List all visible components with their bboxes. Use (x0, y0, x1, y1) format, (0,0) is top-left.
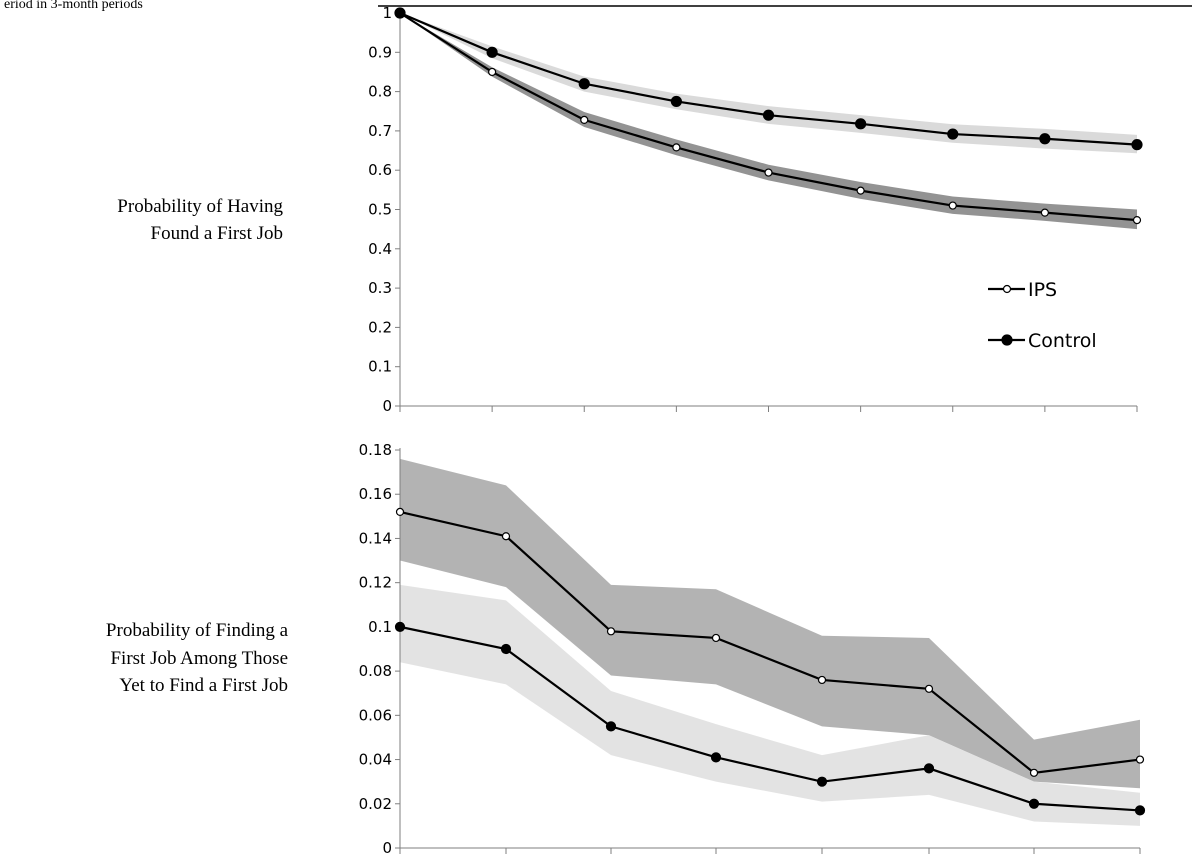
y-tick-label: 0.04 (359, 751, 392, 769)
data-point-ips (395, 507, 405, 517)
y-tick-label: 0.6 (368, 161, 392, 179)
y-tick-label: 1 (382, 4, 392, 22)
y-axis-label: Probability of Having Found a First Job (117, 196, 283, 244)
data-point-control (1134, 805, 1146, 816)
data-point-control (394, 7, 406, 19)
y-axis-label-line: Found a First Job (151, 223, 284, 244)
y-tick-label: 0.06 (359, 706, 392, 724)
data-point-ips (856, 186, 865, 195)
data-point-control (670, 95, 682, 108)
data-point-control (816, 776, 828, 787)
y-axis-label-line: Probability of Finding a (106, 620, 289, 641)
data-point-control (394, 621, 406, 632)
chart-panel-bottom: Probability of Finding a First Job Among … (106, 441, 1146, 854)
data-point-control (947, 128, 959, 140)
data-point-control (605, 721, 617, 732)
data-point-ips (817, 675, 827, 685)
data-point-ips (764, 168, 773, 177)
data-point-control (762, 109, 775, 121)
series-lines (399, 510, 1141, 812)
y-tick-label: 0.8 (368, 83, 392, 101)
series-line-ips (399, 510, 1141, 774)
legend-label-ips: IPS (1028, 279, 1057, 301)
y-tick-label: 0.5 (368, 201, 392, 219)
y-axis-label: Probability of Finding a First Job Among … (106, 620, 289, 696)
series-markers (394, 507, 1146, 816)
data-point-control (1131, 139, 1143, 151)
axes: 0 0.1 0.2 0.3 0.4 0.5 0.6 0.7 0.8 0.9 1 (368, 4, 1138, 415)
legend: IPS Control (988, 279, 1097, 352)
y-tick-label: 0.08 (359, 662, 392, 680)
y-tick-label: 0.2 (368, 318, 392, 336)
data-point-control (855, 118, 867, 130)
data-point-ips (924, 684, 934, 693)
y-tick-label: 0.4 (368, 240, 392, 258)
y-axis-label-line: First Job Among Those (110, 648, 288, 669)
data-point-ips (606, 627, 616, 636)
data-point-ips (1040, 208, 1049, 217)
y-tick-label: 0.9 (368, 43, 392, 61)
data-point-ips (501, 532, 511, 541)
data-point-control (486, 46, 498, 58)
data-point-ips (948, 201, 957, 210)
y-tick-label: 0.7 (368, 122, 392, 140)
y-tick-label: 0.12 (359, 574, 392, 592)
y-tick-label: 0.16 (359, 485, 392, 503)
data-point-ips (672, 143, 681, 152)
y-axis-label-line: Probability of Having (117, 196, 283, 217)
data-point-ips (711, 633, 721, 643)
y-tick-label: 0 (382, 839, 392, 854)
y-tick-label: 0.1 (368, 358, 392, 376)
legend-label-control: Control (1028, 330, 1097, 352)
data-point-control (578, 78, 590, 90)
confidence-band-ips (400, 458, 1140, 789)
data-point-control (710, 752, 722, 763)
header-fragment: eriod in 3-month periods (4, 0, 143, 12)
y-axis-label-line: Yet to Find a First Job (119, 675, 288, 696)
legend-marker-ips (1002, 284, 1012, 294)
confidence-band-ips (400, 13, 1137, 230)
y-tick-label: 0.18 (359, 441, 392, 459)
data-point-control (500, 643, 512, 655)
confidence-bands (400, 13, 1137, 230)
data-point-ips (1135, 755, 1145, 764)
data-point-control (1028, 798, 1040, 809)
y-tick-label: 0.1 (368, 618, 392, 636)
data-point-ips (1029, 768, 1039, 777)
data-point-control (1039, 133, 1051, 145)
y-tick-label: 0.3 (368, 279, 392, 297)
y-tick-label: 0.14 (359, 529, 392, 547)
y-tick-label: 0.02 (359, 795, 392, 813)
data-point-ips (1132, 216, 1142, 225)
legend-marker-control (1001, 334, 1013, 346)
chart-panel-top: Probability of Having Found a First Job 0… (117, 4, 1143, 415)
y-tick-label: 0 (382, 397, 392, 415)
confidence-band-control (400, 584, 1140, 826)
data-point-ips (580, 115, 589, 124)
confidence-bands (400, 458, 1140, 826)
series-markers (394, 7, 1143, 225)
series-line-control (399, 625, 1141, 812)
data-point-ips (488, 67, 497, 77)
data-point-control (923, 763, 935, 774)
